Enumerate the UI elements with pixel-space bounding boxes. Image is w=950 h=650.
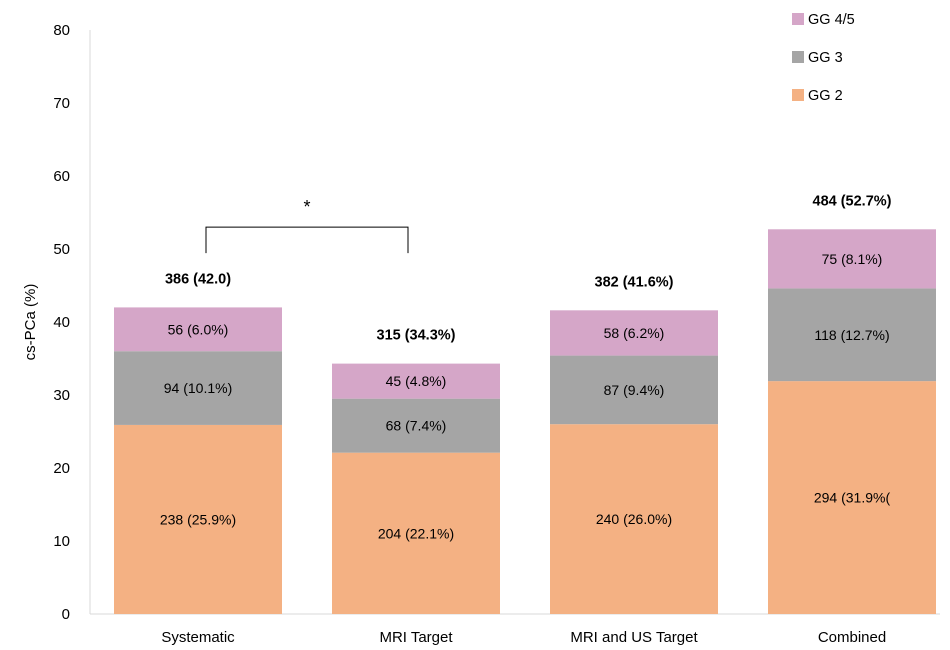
legend-label: GG 3 — [808, 50, 843, 66]
legend-swatch — [792, 89, 804, 101]
bar-total-label: 315 (34.3%) — [377, 328, 456, 344]
x-tick-label: MRI Target — [379, 629, 453, 646]
bars — [114, 229, 936, 614]
segment-data-label: 75 (8.1%) — [822, 251, 883, 267]
segment-data-label: 56 (6.0%) — [168, 321, 229, 337]
axes: 0 10 20 30 40 50 60 70 80 cs-PCa (%) Systematic MRI… — [22, 22, 940, 646]
y-tick-label: 70 — [53, 95, 70, 112]
segment-data-label: 118 (12.7%) — [814, 327, 889, 343]
legend-label: GG 4/5 — [808, 12, 855, 28]
segment-data-label: 94 (10.1%) — [164, 380, 232, 396]
bar-segment — [550, 310, 718, 356]
legend-label: GG 2 — [808, 88, 843, 104]
bar-segment — [768, 229, 936, 289]
segment-data-label: 240 (26.0%) — [596, 511, 672, 527]
bar-segment — [550, 424, 718, 614]
segment-data-label: 68 (7.4%) — [386, 418, 447, 434]
bar-total-label: 484 (52.7%) — [813, 193, 892, 209]
bar-segment — [768, 288, 936, 382]
bar-segment — [114, 351, 282, 425]
bar-total-label: 386 (42.0) — [165, 271, 231, 287]
segment-data-label: 204 (22.1%) — [378, 525, 454, 541]
y-tick-label: 20 — [53, 460, 70, 477]
significance-symbol: * — [303, 197, 310, 217]
y-axis-label: cs-PCa (%) — [22, 284, 39, 361]
segment-data-label: 238 (25.9%) — [160, 511, 236, 527]
legend-swatch — [792, 51, 804, 63]
bar-segment — [332, 363, 500, 399]
y-tick-label: 0 — [62, 606, 70, 623]
y-tick-label: 50 — [53, 241, 70, 258]
bar-segment — [114, 424, 282, 614]
bar-total-label: 382 (41.6%) — [595, 274, 674, 290]
y-tick-label: 60 — [53, 168, 70, 185]
significance-annotation: * — [205, 197, 409, 254]
bar-segment — [768, 381, 936, 614]
significance-bracket — [205, 226, 409, 254]
segment-data-label: 58 (6.2%) — [604, 325, 665, 341]
x-tick-label: Combined — [818, 629, 886, 646]
bar-segment — [114, 307, 282, 352]
segment-data-label: 87 (9.4%) — [604, 382, 665, 398]
bar-segment — [550, 355, 718, 425]
y-tick-label: 30 — [53, 387, 70, 404]
y-tick-label: 10 — [53, 533, 70, 550]
x-tick-label: Systematic — [161, 629, 235, 646]
y-tick-label: 40 — [53, 314, 70, 331]
x-tick-label: MRI and US Target — [570, 629, 698, 646]
legend: GG 4/5 GG 3 GG 2 — [792, 12, 855, 104]
legend-swatch — [792, 13, 804, 25]
bar-segment — [332, 452, 500, 614]
bar-labels: 238 (25.9%) 94 (10.1%) 56 (6.0%) 386 (42.0)… — [160, 193, 892, 541]
segment-data-label: 45 (4.8%) — [386, 373, 447, 389]
y-tick-label: 80 — [53, 22, 70, 39]
bar-segment — [332, 398, 500, 453]
segment-data-label: 294 (31.9%( — [814, 490, 891, 506]
